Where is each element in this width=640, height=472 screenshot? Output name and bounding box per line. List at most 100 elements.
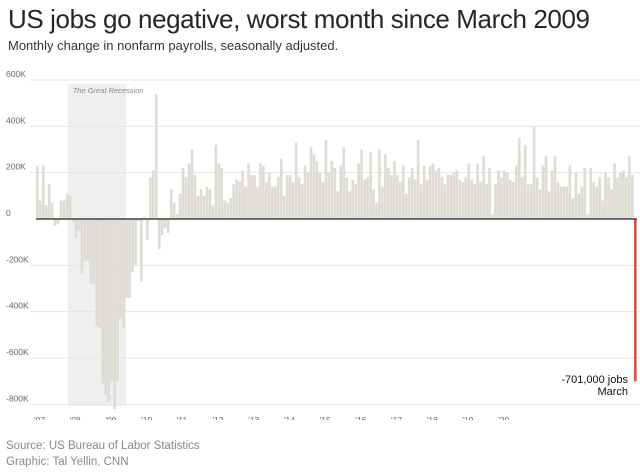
bar xyxy=(50,202,54,219)
bar xyxy=(274,186,277,219)
bar xyxy=(607,177,610,219)
bar xyxy=(36,165,39,219)
bars xyxy=(36,93,637,409)
bar xyxy=(211,205,215,219)
bar xyxy=(452,172,456,219)
bar xyxy=(568,165,572,219)
bar xyxy=(285,174,289,219)
bar xyxy=(538,188,542,219)
bar xyxy=(137,219,140,222)
bar xyxy=(223,200,227,219)
bar xyxy=(101,219,105,384)
bar xyxy=(152,170,155,219)
bar xyxy=(312,154,316,219)
bar xyxy=(68,195,72,219)
bar xyxy=(625,177,628,219)
chart-subtitle: Monthly change in nonfarm payrolls, seas… xyxy=(8,38,339,53)
bar xyxy=(500,177,503,219)
bar xyxy=(336,191,340,219)
bar xyxy=(458,179,462,219)
bar xyxy=(238,181,241,219)
bar xyxy=(166,219,170,233)
x-tick-label: '20 xyxy=(498,415,509,420)
x-tick-label: '12 xyxy=(213,415,224,420)
recession-label: The Great Recession xyxy=(73,86,144,95)
bar xyxy=(595,186,598,219)
bar xyxy=(333,168,337,219)
x-tick-label: '19 xyxy=(462,415,473,420)
bar xyxy=(592,181,595,219)
bar xyxy=(396,174,399,219)
bar xyxy=(580,186,584,219)
source-note: Source: US Bureau of Labor Statistics xyxy=(6,440,200,452)
bar xyxy=(574,172,578,219)
bar xyxy=(449,174,453,219)
bar xyxy=(294,142,298,219)
bar xyxy=(473,184,476,219)
bar xyxy=(512,181,515,219)
bar xyxy=(71,219,75,222)
bar xyxy=(360,149,363,219)
x-tick-label: '13 xyxy=(248,415,259,420)
bar xyxy=(330,161,334,219)
bar xyxy=(443,184,447,219)
bar xyxy=(116,219,119,382)
bar xyxy=(65,193,69,219)
bar xyxy=(241,170,244,219)
bar xyxy=(232,184,235,219)
bar xyxy=(297,177,301,219)
bar xyxy=(547,191,551,219)
bar xyxy=(464,177,468,219)
bar xyxy=(128,219,131,298)
bar xyxy=(53,219,57,226)
bar xyxy=(556,181,560,219)
bar xyxy=(95,219,99,326)
y-tick-label: 400K xyxy=(6,115,26,125)
bar xyxy=(455,170,459,219)
bar xyxy=(77,219,81,231)
x-tick-label: '18 xyxy=(427,415,438,420)
bar xyxy=(387,168,390,219)
bar xyxy=(467,163,471,219)
bar xyxy=(413,179,417,219)
bar xyxy=(345,177,349,219)
bar xyxy=(47,184,51,219)
bar xyxy=(339,165,343,219)
bar xyxy=(565,186,569,219)
bar xyxy=(89,219,93,284)
bar xyxy=(553,156,557,219)
bar xyxy=(321,181,325,219)
bar xyxy=(256,186,259,219)
bar xyxy=(515,165,518,219)
bar xyxy=(300,184,304,219)
bar xyxy=(461,181,465,219)
credit-note: Graphic: Tal Yellin, CNN xyxy=(6,456,129,468)
bar xyxy=(187,163,191,219)
bar xyxy=(146,219,149,240)
bar xyxy=(134,219,137,266)
bar xyxy=(44,205,48,219)
bar xyxy=(155,93,158,219)
bar xyxy=(509,179,512,219)
bar xyxy=(74,219,78,238)
bar xyxy=(613,163,616,219)
bar xyxy=(631,174,634,219)
y-tick-label: -600K xyxy=(6,347,29,357)
bar xyxy=(506,172,509,219)
bar xyxy=(571,198,575,219)
bar xyxy=(398,181,402,219)
bar xyxy=(520,177,524,219)
bar xyxy=(523,144,527,219)
bar xyxy=(431,163,435,219)
bar xyxy=(217,163,221,219)
bar xyxy=(586,214,590,219)
bar xyxy=(315,161,319,219)
bar xyxy=(589,168,593,219)
bar xyxy=(562,186,566,219)
bar xyxy=(619,172,622,219)
bar xyxy=(143,216,146,219)
y-tick-label: -200K xyxy=(6,254,29,264)
bar xyxy=(535,177,539,219)
bar xyxy=(577,193,581,219)
bar xyxy=(169,188,173,219)
